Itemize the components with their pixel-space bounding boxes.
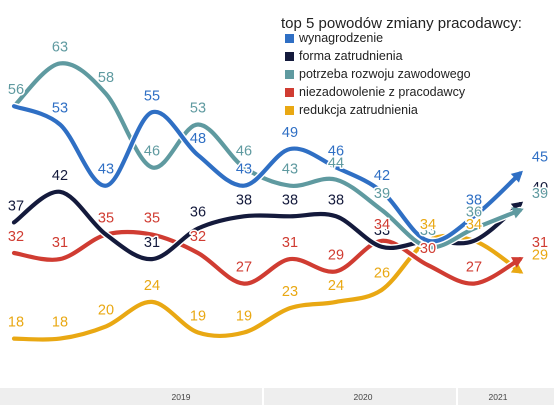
data-label: 34: [420, 217, 436, 233]
data-label: 35: [98, 211, 114, 227]
series-arrowhead: [510, 262, 524, 274]
data-label: 20: [98, 302, 114, 318]
data-label: 36: [466, 205, 482, 221]
data-label: 46: [144, 143, 160, 159]
data-label: 45: [532, 149, 548, 165]
data-label: 34: [466, 217, 482, 233]
data-label: 18: [8, 315, 24, 331]
series-line-halo: [10, 232, 524, 344]
legend-label: forma zatrudnienia: [299, 49, 403, 63]
series-line: [11, 104, 523, 244]
series-arrowhead: [510, 170, 523, 183]
legend-swatch: [285, 106, 294, 115]
data-label: 42: [374, 168, 390, 184]
data-label: 30: [420, 241, 436, 257]
series-arrowhead: [510, 201, 524, 214]
legend-label: wynagrodzenie: [298, 31, 383, 45]
data-label: 27: [466, 260, 482, 276]
x-tick-label: 2020: [354, 392, 373, 402]
series-line-halo: [10, 188, 524, 263]
data-label: 31: [282, 235, 298, 251]
data-label: 43: [282, 162, 298, 178]
data-label: 34: [374, 217, 390, 233]
data-label: 38: [466, 192, 482, 208]
data-label: 31: [144, 235, 160, 251]
data-label: 35: [98, 211, 114, 227]
series-line: [11, 61, 523, 250]
x-axis-labels: 2019 2020 2021: [172, 392, 508, 402]
legend-swatch: [285, 70, 294, 79]
data-label: 34: [420, 217, 436, 233]
legend-label: potrzeba rozwoju zawodowego: [299, 67, 471, 81]
data-label: 53: [52, 101, 68, 117]
data-label: 24: [144, 278, 160, 294]
data-label: 40: [532, 180, 548, 196]
data-label: 29: [328, 247, 344, 263]
data-label: 46: [236, 143, 252, 159]
data-label: 46: [328, 143, 344, 159]
legend-swatch: [285, 52, 294, 61]
data-label: 63: [52, 39, 68, 55]
data-label: 33: [420, 223, 436, 239]
data-label: 19: [190, 309, 206, 325]
legend: top 5 powodów zmiany pracodawcy: wynagro…: [281, 15, 522, 117]
data-label: 23: [282, 284, 298, 300]
series-line: [11, 189, 523, 262]
data-label: 49: [282, 125, 298, 141]
data-label: 58: [98, 70, 114, 86]
data-label: 53: [190, 101, 206, 117]
data-label: 32: [8, 229, 24, 245]
x-tick-label: 2019: [172, 392, 191, 402]
data-label: 29: [532, 247, 548, 263]
data-label: 26: [374, 266, 390, 282]
series-arrowhead: [511, 257, 524, 268]
data-label: 32: [190, 229, 206, 245]
data-label: 38: [282, 192, 298, 208]
data-label: 19: [236, 309, 252, 325]
series-arrowhead: [511, 207, 524, 219]
year-dividers: [262, 388, 458, 405]
data-label: 44: [328, 156, 344, 172]
data-label: 35: [144, 211, 160, 227]
data-label: 43: [236, 162, 252, 178]
x-axis-band: [0, 388, 554, 405]
data-label: 24: [328, 278, 344, 294]
data-label: 27: [236, 260, 252, 276]
legend-swatch: [285, 34, 294, 43]
data-label: 18: [52, 315, 68, 331]
data-label: 39: [532, 186, 548, 202]
legend-label: niezadowolenie z pracodawcy: [299, 85, 466, 99]
data-label: 31: [532, 235, 548, 251]
legend-label: redukcja zatrudnienia: [299, 103, 418, 117]
data-label: 48: [190, 131, 206, 147]
legend-swatch: [285, 88, 294, 97]
data-label: 43: [98, 162, 114, 178]
legend-title: top 5 powodów zmiany pracodawcy:: [281, 15, 522, 32]
data-label: 56: [8, 82, 24, 98]
data-label: 42: [52, 168, 68, 184]
data-label: 37: [8, 198, 24, 214]
x-tick-label: 2021: [489, 392, 508, 402]
data-label: 38: [328, 192, 344, 208]
data-label: 34: [466, 217, 482, 233]
data-label: 34: [420, 217, 436, 233]
data-label: 38: [236, 192, 252, 208]
data-label: 55: [144, 88, 160, 104]
series-lines: [10, 59, 524, 344]
data-label: 56: [8, 82, 24, 98]
data-label: 33: [374, 223, 390, 239]
data-label: 39: [374, 186, 390, 202]
data-label: 36: [190, 205, 206, 221]
data-label: 31: [52, 235, 68, 251]
